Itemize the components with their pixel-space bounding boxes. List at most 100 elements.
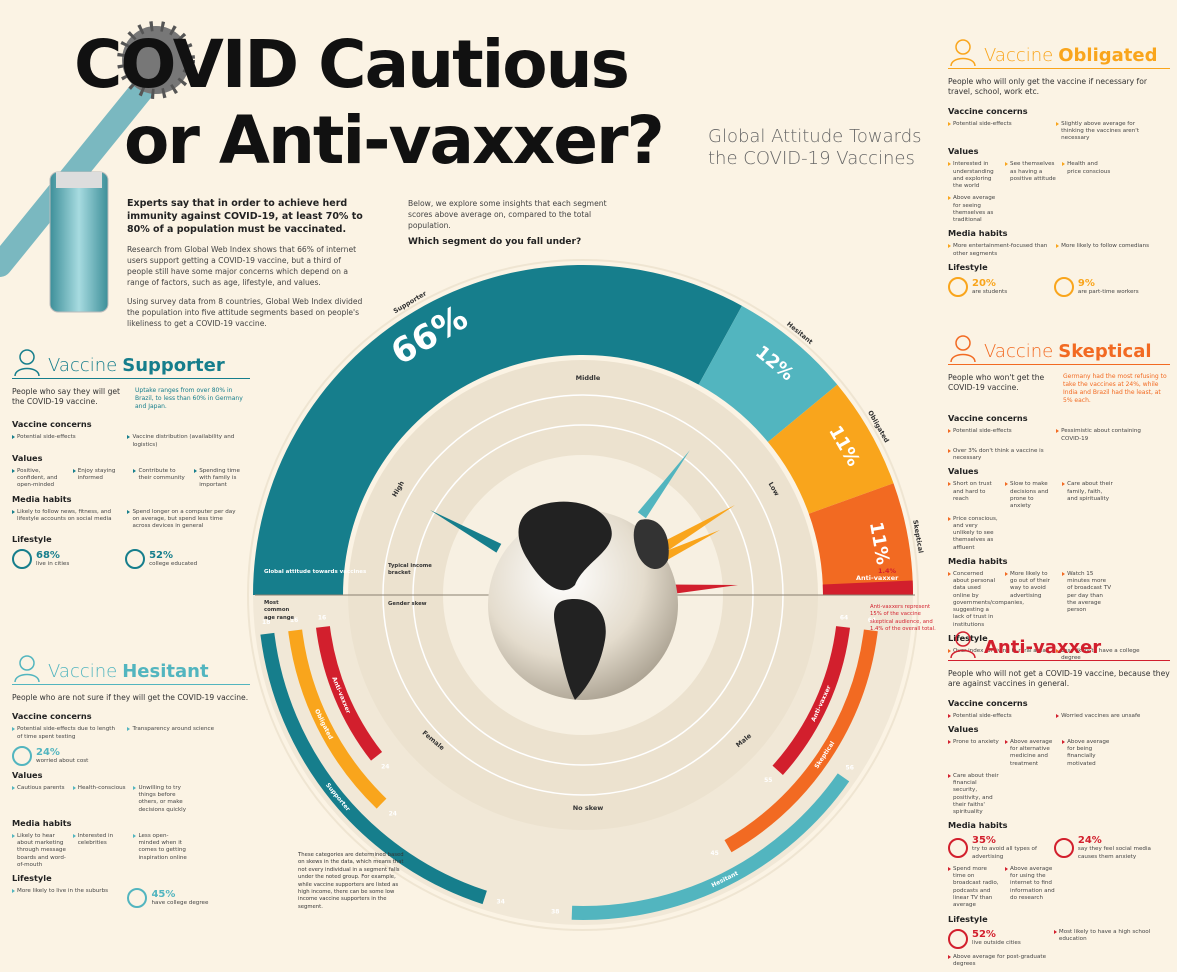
insight-item: Over 3% don't think a vaccine is necessa… <box>948 448 1050 463</box>
center-intro: Below, we explore some insights that eac… <box>408 198 633 256</box>
stat-text: 52% college educated <box>149 550 197 568</box>
insight-item: Health and price conscious <box>1062 161 1113 190</box>
section-heading: Values <box>948 146 979 157</box>
insight-item: See themselves as having a positive atti… <box>1005 161 1056 190</box>
icon-body <box>950 649 976 658</box>
intro-paragraph: Research from Global Web Index shows tha… <box>127 245 357 288</box>
insight-item: Watch 15 minutes more of broadcast TV pe… <box>1062 571 1113 629</box>
stat-icon <box>1053 276 1074 297</box>
section-heading: Vaccine concerns <box>12 711 92 722</box>
insight-item: Potential side-effects <box>12 434 121 449</box>
insight-item: Less open-minded when it comes to gettin… <box>133 833 188 869</box>
title-line-2: or Anti-vaxxer? <box>124 102 665 179</box>
panel-title-prefix: Vaccine <box>48 661 118 682</box>
icon-head <box>955 39 971 55</box>
insight-item: Positive, confident, and open-minded <box>12 468 67 490</box>
panel-description: People who won't get the COVID-19 vaccin… <box>948 373 1045 393</box>
panel-icon <box>950 39 976 66</box>
insight-item: Less likely to have a college degree <box>1056 648 1158 663</box>
donut-segment <box>808 483 913 595</box>
segment-panel: Vaccine Supporter People who say they will… <box>12 346 250 573</box>
age-value: 55 <box>764 777 772 784</box>
icon-head <box>955 335 971 351</box>
gender-label: Gender skew <box>388 601 427 607</box>
continent <box>633 519 669 570</box>
stat-caption: have college degree <box>151 900 209 907</box>
panel-title-prefix: Vaccine <box>984 341 1054 362</box>
insight-item: Above average for alternative medicine a… <box>1005 739 1056 768</box>
stat-item: 52% live outside cities <box>948 928 1048 949</box>
panel-icon <box>950 335 976 362</box>
panel-description: People who will not get a COVID-19 vacci… <box>948 669 1170 689</box>
insight-item: Above average for post-graduate degrees <box>948 954 1050 969</box>
insight-item: Short on trust and hard to reach <box>948 481 999 510</box>
section-items: Positive, confident, and open-minded Enjo… <box>12 468 250 490</box>
page: { "header": {"title_line1": "COVID Cauti… <box>0 21 1170 967</box>
section-items: Potential side-effects Worried vaccines a… <box>948 713 1170 720</box>
stat-caption: are part-time workers <box>1077 288 1139 295</box>
age-arc <box>288 629 387 809</box>
insight-item: Potential side-effects <box>948 713 1050 720</box>
chart-title: Global attitude towards vaccines <box>264 569 367 575</box>
panel-title-prefix: Vaccine <box>48 355 118 376</box>
insight-item: Pessimistic about containing COVID-19 <box>1056 428 1158 443</box>
description-row: People who say they will get the COVID-1… <box>12 387 250 411</box>
virus-illustration <box>117 21 195 99</box>
stat-item: 24% say they feel social media causes the… <box>1053 835 1154 861</box>
section-items: Short on trust and hard to reach Slow to … <box>948 481 1170 551</box>
section-heading: Vaccine concerns <box>948 105 1028 116</box>
insight-item: Price conscious, and very unlikely to se… <box>948 516 999 552</box>
insight-item: Interested in understanding and explorin… <box>948 161 999 190</box>
icon-body <box>14 673 40 682</box>
icon-body <box>14 367 40 376</box>
age-value: 18 <box>262 619 270 626</box>
insight-item: Likely to hear about marketing through m… <box>12 833 67 869</box>
insight-item: Health-conscious <box>72 785 128 814</box>
insight-item: Unwilling to try things before others, o… <box>133 785 188 814</box>
gender-label: No skew <box>573 804 604 812</box>
subsegment-name: Anti-vaxxer <box>856 574 899 582</box>
title-line-1: COVID Cautious <box>74 26 630 103</box>
panel-title: Supporter <box>122 355 225 376</box>
pointer <box>667 584 738 595</box>
insight-item: Potential side-effects due to length of … <box>12 726 121 741</box>
section-items: Potential side-effects Slightly above ave… <box>948 121 1170 143</box>
insight-item: Spend longer on a computer per day on av… <box>127 509 236 531</box>
panel-icon <box>14 655 40 682</box>
insight-item: More entertainment-focused than other se… <box>948 243 1050 258</box>
syringe-illustration <box>0 47 176 313</box>
categories-note: These categories are determined based on… <box>298 852 404 910</box>
pointer <box>664 505 735 550</box>
section-heading: Lifestyle <box>948 913 988 924</box>
stat-value: 20% <box>972 277 996 289</box>
section-heading: Vaccine concerns <box>12 419 92 430</box>
continent <box>554 599 606 700</box>
description-row: People who won't get the COVID-19 vaccin… <box>948 373 1170 405</box>
section-heading: Values <box>12 769 43 780</box>
panel-header: Vaccine Hesitant <box>12 652 250 685</box>
age-value: 34 <box>497 899 505 906</box>
subtitle: Global Attitude Towards the COVID-19 Vac… <box>708 126 922 169</box>
section-items: More likely to live in the suburbs 45% hav… <box>12 888 250 909</box>
age-value: 24 <box>389 810 397 817</box>
insight-item: Care about their family, faith, and spir… <box>1062 481 1113 510</box>
panel-note: Uptake ranges from over 80% in Brazil, t… <box>135 387 243 411</box>
section-heading: Vaccine concerns <box>948 413 1028 424</box>
stat-text: 45% have college degree <box>151 889 208 907</box>
center-question: Which segment do you fall under? <box>408 237 582 247</box>
segment-panel: Vaccine Hesitant People who are not sure i… <box>12 652 250 912</box>
section-heading: Values <box>948 723 979 734</box>
stat-icon <box>948 838 968 859</box>
stat-item: 35% try to avoid all types of advertising <box>948 835 1048 861</box>
panel-header: Vaccine Supporter <box>12 346 250 379</box>
section-items: 20% are students 9% are part-time workers <box>948 276 1170 297</box>
stat-value: 9% <box>1077 277 1095 289</box>
segment-panel: Vaccine Obligated People who will only get… <box>948 36 1170 301</box>
insight-item: Above average for seeing themselves as t… <box>948 195 999 224</box>
panel-description: People who say they will get the COVID-1… <box>12 387 121 407</box>
stat-text: 9% are part-time workers <box>1078 278 1139 296</box>
anti-vaxxer-note: Anti-vaxxers represent 15% of the vaccin… <box>870 604 936 633</box>
section-heading: Media habits <box>948 555 1008 566</box>
section-items: Likely to follow news, fitness, and life… <box>12 509 250 531</box>
